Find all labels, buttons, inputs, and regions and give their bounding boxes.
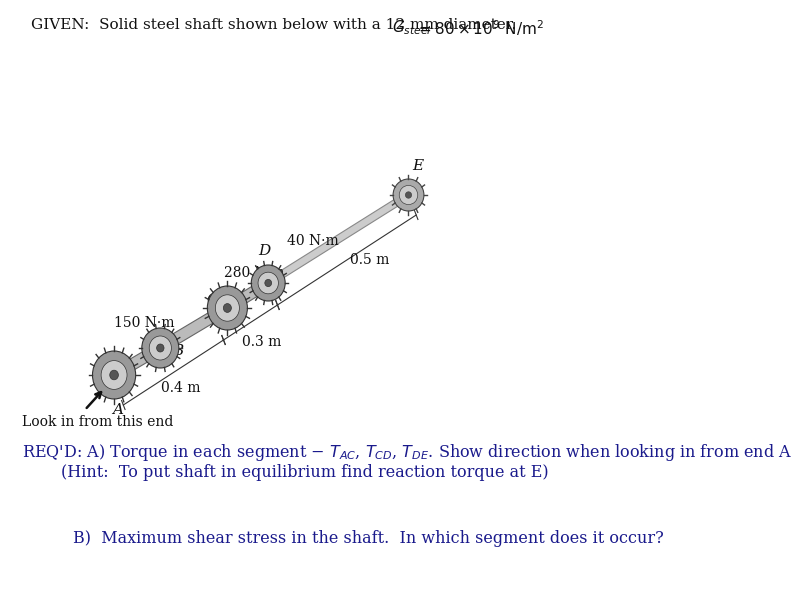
Ellipse shape	[223, 304, 231, 313]
Text: REQ'D: A) Torque in each segment $-$ $T_{AC}$, $T_{CD}$, $T_{DE}$. Show directio: REQ'D: A) Torque in each segment $-$ $T_…	[21, 442, 792, 463]
Ellipse shape	[157, 344, 164, 352]
Text: (Hint:  To put shaft in equilibrium find reaction torque at E): (Hint: To put shaft in equilibrium find …	[62, 464, 549, 481]
Text: GIVEN:  Solid steel shaft shown below with a 12 mm diameter.: GIVEN: Solid steel shaft shown below wit…	[31, 18, 516, 32]
Text: B)  Maximum shear stress in the shaft.  In which segment does it occur?: B) Maximum shear stress in the shaft. In…	[73, 530, 664, 547]
Text: $G_{steel}$: $G_{steel}$	[391, 18, 431, 37]
Polygon shape	[112, 343, 162, 380]
Text: E: E	[413, 159, 424, 173]
Text: C: C	[206, 293, 218, 307]
Text: D: D	[258, 244, 271, 258]
Text: B: B	[172, 344, 183, 358]
Ellipse shape	[215, 295, 239, 321]
Text: Look in from this end: Look in from this end	[21, 415, 173, 429]
Ellipse shape	[399, 185, 417, 205]
Ellipse shape	[265, 280, 272, 287]
Ellipse shape	[93, 351, 135, 399]
Text: $= 80 \times 10^{9}\ \mathrm{N/m}^{2}$: $= 80 \times 10^{9}\ \mathrm{N/m}^{2}$	[417, 18, 544, 38]
Ellipse shape	[393, 179, 424, 211]
Text: 0.4 m: 0.4 m	[162, 380, 201, 395]
Ellipse shape	[142, 328, 179, 368]
Polygon shape	[267, 191, 409, 287]
Ellipse shape	[110, 370, 118, 380]
Text: 280 N·m: 280 N·m	[223, 266, 284, 280]
Text: 40 N·m: 40 N·m	[287, 234, 339, 248]
Text: 150 N·m: 150 N·m	[114, 316, 174, 330]
Text: 0.3 m: 0.3 m	[242, 335, 282, 349]
Text: 0.5 m: 0.5 m	[350, 253, 390, 267]
Ellipse shape	[208, 286, 247, 330]
Polygon shape	[226, 278, 270, 313]
Ellipse shape	[101, 361, 127, 389]
Text: A: A	[112, 403, 124, 417]
Ellipse shape	[406, 192, 412, 198]
Polygon shape	[158, 302, 230, 353]
Ellipse shape	[149, 336, 171, 360]
Ellipse shape	[251, 265, 285, 301]
Ellipse shape	[258, 272, 279, 294]
